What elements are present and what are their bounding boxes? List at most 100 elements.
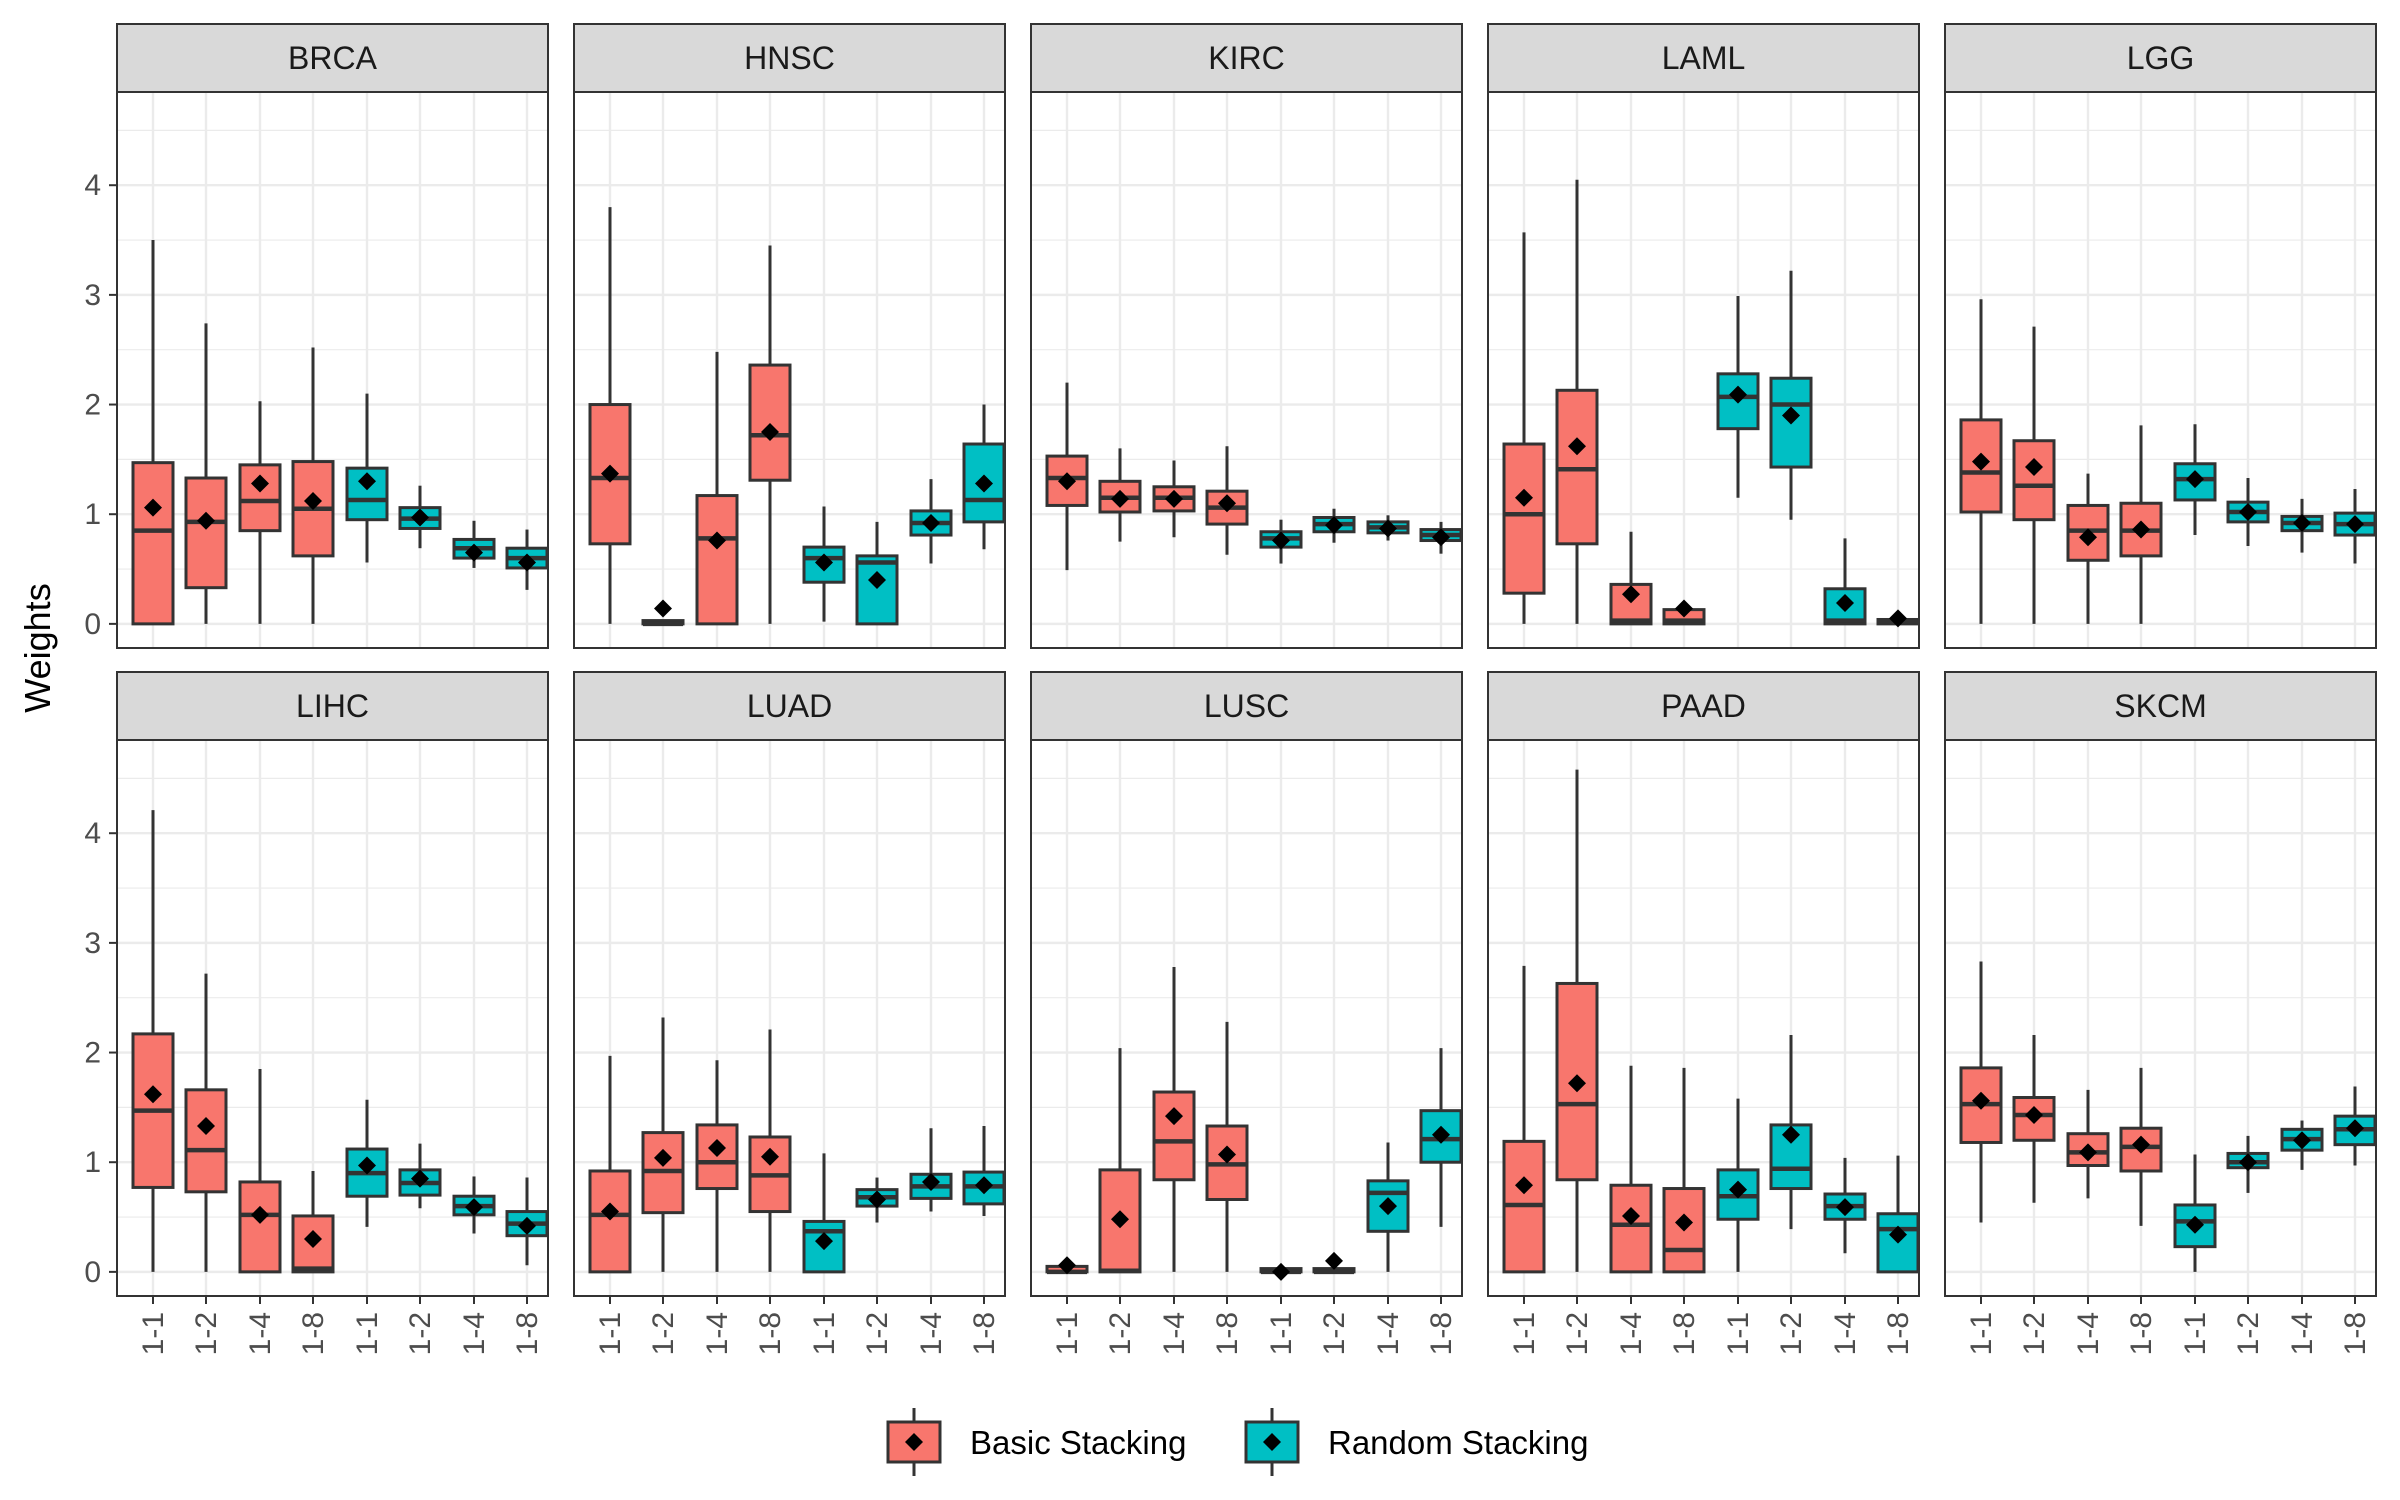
box-basic-1-4	[695, 1060, 739, 1272]
mean-marker	[465, 1198, 483, 1217]
panel-hnsc: HNSC	[573, 23, 1006, 649]
x-tick-label: 1-8	[754, 1312, 787, 1355]
legend-label: Random Stacking	[1328, 1424, 1588, 1461]
box-basic-1-2	[184, 323, 228, 624]
box-basic-1-4	[238, 401, 282, 624]
mean-marker	[708, 1138, 726, 1157]
panel-skcm: SKCM 1-1 1-2 1-4 1-8 1-1 1-2 1-4 1-8	[1944, 671, 2377, 1355]
mean-marker	[1836, 1198, 1854, 1217]
panel-brca: BRCA 0 1 2 3 4	[84, 23, 549, 649]
box-basic-1-8	[1662, 1067, 1706, 1274]
mean-marker	[868, 571, 886, 590]
x-tick-label: 1-4	[1372, 1312, 1405, 1355]
x-tick-label: 1-8	[297, 1312, 330, 1355]
legend-item: Basic Stacking	[886, 1408, 1186, 1476]
mean-marker	[2186, 470, 2204, 489]
box-random-1-2	[1769, 1034, 1813, 1230]
facet-strip	[116, 671, 549, 741]
box-basic-1-2	[2012, 1034, 2056, 1203]
box-body	[855, 554, 899, 626]
x-axis: 1-1 1-2 1-4 1-8 1-1 1-2 1-4 1-8	[137, 1296, 544, 1355]
box-random-1-4	[2280, 1120, 2324, 1170]
mean-marker	[144, 1085, 162, 1104]
box-random-1-1	[2173, 424, 2217, 536]
box-basic-1-1	[1959, 961, 2003, 1223]
facet-title: LGG	[2127, 40, 2195, 76]
mean-marker	[1379, 519, 1397, 538]
box-basic-1-1	[1502, 965, 1546, 1274]
mean-marker	[1836, 594, 1854, 613]
box-random-1-2	[2226, 478, 2270, 547]
mean-marker	[1972, 452, 1990, 471]
y-tick-label: 0	[84, 608, 101, 641]
facet-title: LAML	[1662, 40, 1746, 76]
facet-title: HNSC	[744, 40, 835, 76]
y-axis: 0 1 2 3 4	[84, 169, 117, 641]
mean-marker	[304, 492, 322, 511]
mean-marker	[708, 531, 726, 550]
mean-marker	[2346, 1119, 2364, 1138]
facet-title: SKCM	[2114, 688, 2206, 724]
mean-marker	[975, 474, 993, 493]
x-axis: 1-1 1-2 1-4 1-8 1-1 1-2 1-4 1-8	[1051, 1296, 1458, 1355]
mean-marker	[2346, 515, 2364, 534]
box-random-1-8	[1876, 609, 1920, 628]
mean-marker	[2186, 1215, 2204, 1234]
mean-marker	[761, 422, 779, 441]
box-basic-1-8	[1662, 599, 1706, 626]
box-body	[1502, 442, 1546, 595]
panel-lusc: LUSC 1-1 1-2 1-4 1-8 1-1 1-2 1-4 1-8	[1030, 671, 1463, 1355]
mean-marker	[761, 1147, 779, 1166]
panel-background	[1488, 92, 1919, 648]
facet-strip	[573, 671, 1006, 741]
box-random-1-2	[855, 1177, 899, 1223]
box-body	[238, 1180, 282, 1274]
box-basic-1-1	[131, 240, 175, 626]
facet-strip	[1944, 671, 2377, 741]
panel-border	[116, 91, 549, 649]
x-tick-label: 1-1	[808, 1312, 841, 1355]
mean-marker	[1889, 1225, 1907, 1244]
box-basic-1-1	[1045, 382, 1089, 571]
box-body	[1716, 372, 1760, 431]
y-axis-label: Weights	[17, 583, 58, 712]
mean-marker	[1111, 489, 1129, 508]
mean-marker	[2293, 1131, 2311, 1150]
mean-marker	[1782, 406, 1800, 425]
mean-marker	[251, 1205, 269, 1224]
box-basic-1-8	[2119, 1067, 2163, 1226]
x-tick-label: 1-8	[2339, 1312, 2372, 1355]
x-tick-label: 1-2	[404, 1312, 437, 1355]
panel-border	[573, 739, 1006, 1297]
mean-marker	[465, 543, 483, 562]
box-basic-1-2	[184, 973, 228, 1272]
box-random-1-1	[802, 1153, 846, 1274]
box-random-1-1	[345, 393, 389, 563]
panel-border	[1944, 91, 2377, 649]
box-basic-1-4	[2066, 1089, 2110, 1199]
mean-marker	[1165, 489, 1183, 508]
facet-title: BRCA	[288, 40, 378, 76]
mean-marker	[304, 1229, 322, 1248]
x-tick-label: 1-2	[647, 1312, 680, 1355]
x-tick-label: 1-4	[2072, 1312, 2105, 1355]
mean-marker	[1675, 599, 1693, 618]
panel-kirc: KIRC	[1030, 23, 1463, 649]
x-tick-label: 1-2	[1775, 1312, 1808, 1355]
box-basic-1-2	[641, 599, 685, 627]
box-random-1-8	[1419, 521, 1463, 554]
y-tick-label: 1	[84, 1146, 101, 1179]
box-basic-1-1	[588, 207, 632, 624]
facet-strip	[1030, 671, 1463, 741]
box-body	[184, 476, 228, 590]
box-random-1-2	[1769, 270, 1813, 520]
x-tick-label: 1-2	[1104, 1312, 1137, 1355]
x-tick-label: 1-1	[1508, 1312, 1541, 1355]
x-axis: 1-1 1-2 1-4 1-8 1-1 1-2 1-4 1-8	[594, 1296, 1001, 1355]
box-random-1-1	[1259, 1262, 1303, 1281]
box-random-1-2	[398, 485, 442, 549]
legend-item: Random Stacking	[1244, 1408, 1588, 1476]
grid	[574, 740, 1005, 1296]
mean-marker	[251, 474, 269, 493]
